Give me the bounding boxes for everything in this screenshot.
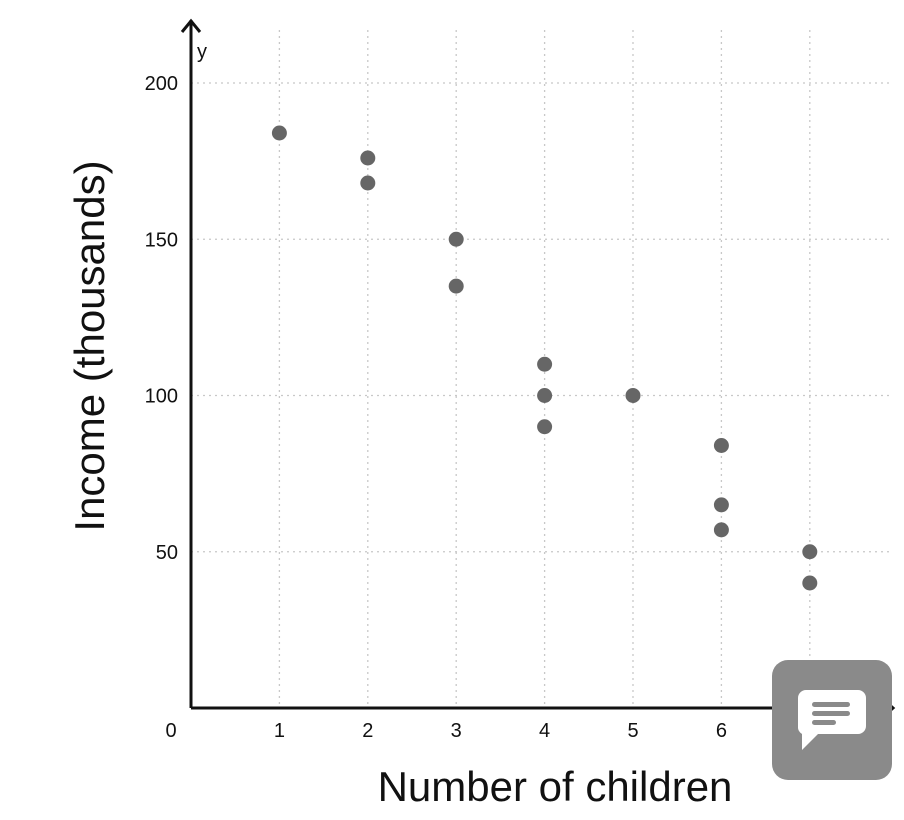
data-point	[537, 388, 553, 403]
data-point	[625, 388, 641, 403]
x-tick-label: 4	[539, 720, 550, 742]
x-tick-label: 1	[274, 720, 285, 742]
y-axis-letter: y	[197, 41, 207, 63]
data-point	[802, 544, 818, 560]
y-tick-labels: 50 100 150 200	[145, 73, 178, 564]
data-point	[802, 575, 818, 591]
x-tick-labels: 1234567	[274, 720, 816, 742]
data-point	[713, 438, 729, 453]
data-points	[271, 125, 818, 591]
data-point	[448, 278, 464, 294]
data-point	[360, 150, 376, 166]
x-tick-label: 2	[362, 720, 373, 742]
y-tick-label: 50	[156, 542, 178, 564]
data-point	[713, 497, 729, 513]
origin-label: 0	[165, 720, 176, 742]
x-tick-label: 5	[627, 720, 638, 742]
data-point	[537, 356, 553, 372]
data-point	[360, 175, 376, 191]
y-axis-label: Income (thousands)	[66, 160, 113, 531]
data-point	[271, 125, 287, 141]
x-axis-label: Number of children	[378, 763, 733, 810]
data-point	[448, 231, 464, 247]
x-tick-label: 6	[716, 720, 727, 742]
grid-lines	[191, 30, 893, 708]
y-tick-label: 100	[145, 386, 178, 408]
chat-icon	[798, 690, 866, 750]
data-point	[713, 522, 729, 538]
x-tick-label: 3	[451, 720, 462, 742]
data-point	[537, 419, 553, 435]
axes	[180, 18, 896, 719]
feedback-button[interactable]	[772, 660, 892, 780]
y-tick-label: 150	[145, 229, 178, 251]
y-axis-arrow-icon	[180, 18, 202, 33]
y-tick-label: 200	[145, 73, 178, 95]
